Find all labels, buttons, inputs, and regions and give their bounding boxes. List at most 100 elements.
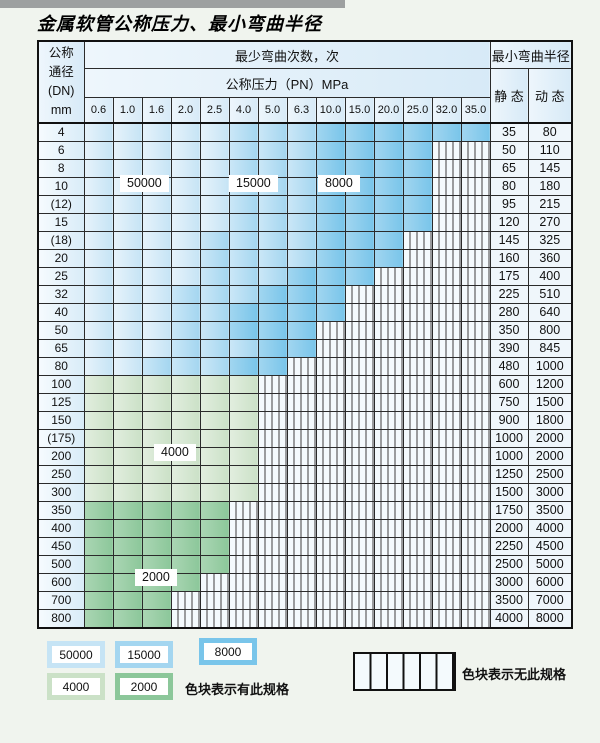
- spec-cell-4000: [141, 393, 172, 412]
- no-spec-cell: [460, 339, 491, 358]
- no-spec-cell: [315, 465, 346, 484]
- dynamic-value-cell: 2000: [527, 429, 573, 448]
- spec-cell-8000: [228, 357, 259, 376]
- no-spec-cell: [402, 555, 433, 574]
- no-spec-cell: [460, 537, 491, 556]
- dynamic-value-cell: 180: [527, 177, 573, 196]
- spec-cell-50000: [112, 321, 143, 340]
- no-spec-cell: [373, 267, 404, 286]
- spec-cell-15000: [199, 249, 230, 268]
- spec-cell-2000: [112, 519, 143, 538]
- no-spec-cell: [344, 303, 375, 322]
- spec-cell-4000: [141, 465, 172, 484]
- page-title: 金属软管公称压力、最小弯曲半径: [37, 14, 322, 35]
- spec-cell-50000: [112, 141, 143, 160]
- static-value-cell: 145: [489, 231, 529, 250]
- spec-cell-2000: [141, 609, 172, 629]
- no-spec-cell: [460, 393, 491, 412]
- legend-swatch-50000: 50000: [47, 641, 105, 668]
- spec-cell-8000: [286, 303, 317, 322]
- dynamic-value-cell: 3500: [527, 501, 573, 520]
- no-spec-cell: [431, 429, 462, 448]
- no-spec-cell: [460, 213, 491, 232]
- spec-cell-50000: [83, 285, 114, 304]
- spec-cell-8000: [228, 321, 259, 340]
- no-spec-cell: [315, 375, 346, 394]
- spec-cell-50000: [83, 213, 114, 232]
- dn-cell: 6: [37, 141, 85, 160]
- spec-cell-8000: [315, 213, 346, 232]
- table-row: 100 600 1200: [37, 375, 573, 394]
- no-spec-cell: [228, 609, 259, 629]
- table-row: 65 390 845: [37, 339, 573, 358]
- no-spec-cell: [344, 465, 375, 484]
- dn-cell: 80: [37, 357, 85, 376]
- table-row: (12) 95 215: [37, 195, 573, 214]
- pressure-column-header: 2.5: [199, 97, 230, 124]
- no-spec-cell: [460, 411, 491, 430]
- spec-cell-15000: [286, 177, 317, 196]
- no-spec-cell: [431, 483, 462, 502]
- spec-cell-8000: [344, 195, 375, 214]
- spec-cell-50000: [170, 267, 201, 286]
- spec-cell-50000: [83, 195, 114, 214]
- no-spec-cell: [315, 393, 346, 412]
- spec-cell-50000: [83, 321, 114, 340]
- spec-cell-4000: [199, 393, 230, 412]
- no-spec-cell: [344, 591, 375, 610]
- spec-cell-8000: [228, 303, 259, 322]
- pressure-column-header: 1.6: [141, 97, 172, 124]
- spec-cell-50000: [170, 177, 201, 196]
- spec-cell-50000: [83, 267, 114, 286]
- dn-cell: 10: [37, 177, 85, 196]
- no-spec-cell: [286, 609, 317, 629]
- pressure-column-header: 2.0: [170, 97, 201, 124]
- static-value-cell: 120: [489, 213, 529, 232]
- no-spec-cell: [315, 501, 346, 520]
- dynamic-value-cell: 845: [527, 339, 573, 358]
- no-spec-cell: [402, 483, 433, 502]
- spec-cell-8000: [373, 177, 404, 196]
- no-spec-cell: [402, 303, 433, 322]
- no-spec-cell: [431, 357, 462, 376]
- spec-cell-4000: [83, 483, 114, 502]
- dn-cell: (18): [37, 231, 85, 250]
- spec-cell-15000: [228, 339, 259, 358]
- legend-swatch-label: 4000: [52, 678, 100, 695]
- spec-cell-50000: [83, 339, 114, 358]
- dynamic-value-cell: 145: [527, 159, 573, 178]
- no-spec-cell: [344, 447, 375, 466]
- spec-table: 公称 通径 (DN) mm 最少弯曲次数，次 最小弯曲半径 公称压力（PN）MP…: [37, 40, 573, 629]
- cycle-count-label: 4000: [154, 444, 196, 461]
- dynamic-value-cell: 510: [527, 285, 573, 304]
- spec-cell-2000: [83, 537, 114, 556]
- spec-cell-15000: [170, 357, 201, 376]
- no-spec-cell: [402, 285, 433, 304]
- dynamic-value-cell: 6000: [527, 573, 573, 592]
- no-spec-cell: [344, 411, 375, 430]
- legend-has-spec-text: 色块表示有此规格: [185, 682, 290, 697]
- legend-swatch-15000: 15000: [115, 641, 173, 668]
- no-spec-cell: [315, 447, 346, 466]
- no-spec-cell: [460, 591, 491, 610]
- static-value-cell: 4000: [489, 609, 529, 629]
- no-spec-cell: [257, 483, 288, 502]
- legend-no-spec-text: 色块表示无此规格: [462, 667, 567, 682]
- spec-cell-4000: [170, 483, 201, 502]
- table-row: 25 175 400: [37, 267, 573, 286]
- spec-cell-50000: [112, 231, 143, 250]
- spec-cell-4000: [228, 483, 259, 502]
- spec-cell-4000: [112, 465, 143, 484]
- spec-cell-50000: [83, 249, 114, 268]
- spec-cell-4000: [199, 375, 230, 394]
- spec-cell-4000: [170, 393, 201, 412]
- spec-cell-8000: [344, 159, 375, 178]
- no-spec-cell: [199, 573, 230, 592]
- radius-header: 最小弯曲半径: [489, 40, 573, 69]
- no-spec-cell: [460, 285, 491, 304]
- no-spec-cell: [257, 465, 288, 484]
- dn-cell: 32: [37, 285, 85, 304]
- dn-header-line: 公称: [48, 46, 74, 60]
- no-spec-cell: [344, 321, 375, 340]
- no-spec-cell: [431, 465, 462, 484]
